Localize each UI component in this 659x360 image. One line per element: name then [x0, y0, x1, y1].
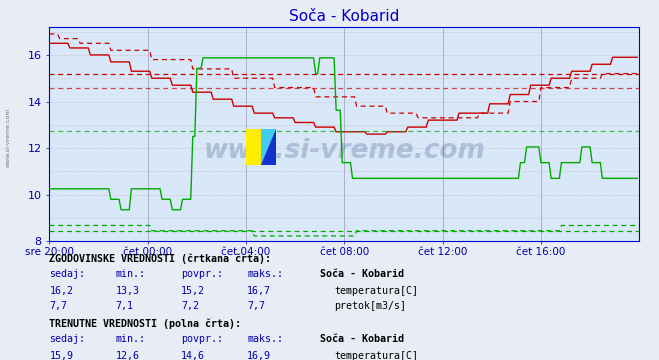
Bar	[246, 129, 261, 165]
Text: 7,7: 7,7	[247, 301, 265, 311]
Text: 16,7: 16,7	[247, 286, 271, 296]
Text: min.:: min.:	[115, 334, 146, 344]
Text: 15,9: 15,9	[49, 351, 73, 360]
Title: Soča - Kobarid: Soča - Kobarid	[289, 9, 399, 24]
Text: 7,2: 7,2	[181, 301, 199, 311]
Text: Soča - Kobarid: Soča - Kobarid	[320, 269, 403, 279]
Text: povpr.:: povpr.:	[181, 334, 223, 344]
Text: 15,2: 15,2	[181, 286, 205, 296]
Text: 13,3: 13,3	[115, 286, 139, 296]
Text: 16,2: 16,2	[49, 286, 73, 296]
Text: 16,9: 16,9	[247, 351, 271, 360]
Text: sedaj:: sedaj:	[49, 334, 86, 344]
Text: 7,1: 7,1	[115, 301, 133, 311]
Text: Soča - Kobarid: Soča - Kobarid	[320, 334, 403, 344]
Text: min.:: min.:	[115, 269, 146, 279]
Text: temperatura[C]: temperatura[C]	[334, 351, 418, 360]
Text: temperatura[C]: temperatura[C]	[334, 286, 418, 296]
Text: www.si-vreme.com: www.si-vreme.com	[5, 107, 11, 167]
Text: maks.:: maks.:	[247, 334, 283, 344]
Text: pretok[m3/s]: pretok[m3/s]	[334, 301, 406, 311]
Text: 14,6: 14,6	[181, 351, 205, 360]
Text: maks.:: maks.:	[247, 269, 283, 279]
Polygon shape	[261, 129, 275, 165]
Text: www.si-vreme.com: www.si-vreme.com	[204, 138, 485, 164]
Bar	[261, 129, 275, 165]
Text: sedaj:: sedaj:	[49, 269, 86, 279]
Text: TRENUTNE VREDNOSTI (polna črta):: TRENUTNE VREDNOSTI (polna črta):	[49, 319, 241, 329]
Text: ZGODOVINSKE VREDNOSTI (črtkana črta):: ZGODOVINSKE VREDNOSTI (črtkana črta):	[49, 254, 272, 264]
Text: 12,6: 12,6	[115, 351, 139, 360]
Text: povpr.:: povpr.:	[181, 269, 223, 279]
Text: 7,7: 7,7	[49, 301, 67, 311]
